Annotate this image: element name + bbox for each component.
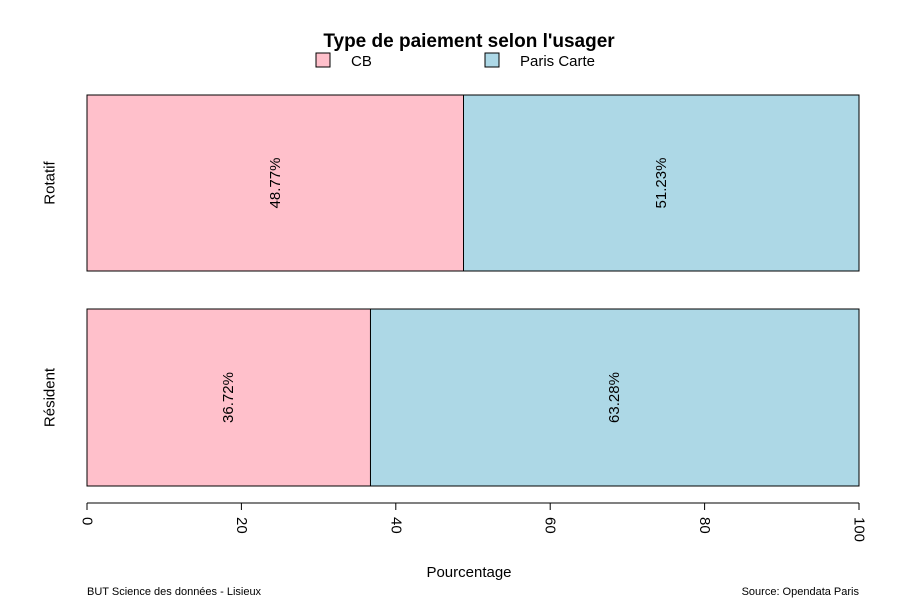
bar-rotatif-cb bbox=[86, 94, 465, 272]
x-tick-label-60: 60 bbox=[542, 517, 559, 534]
footer-right: Source: Opendata Paris bbox=[742, 586, 860, 598]
data-label-rotatif-cb: 48.77% bbox=[267, 158, 284, 209]
category-labels: Rotatif Résident bbox=[42, 160, 59, 427]
legend-swatch-cb bbox=[315, 52, 331, 68]
bars-group: 48.77% 51.23% 36.72% 63.28% bbox=[86, 94, 860, 487]
data-label-rotatif-paris-carte: 51.23% bbox=[653, 158, 670, 209]
bar-resident-cb bbox=[86, 308, 371, 487]
category-label-rotatif: Rotatif bbox=[42, 160, 59, 204]
x-tick-label-0: 0 bbox=[79, 517, 96, 525]
chart-title: Type de paiement selon l'usager bbox=[323, 31, 615, 52]
x-tick-label-80: 80 bbox=[696, 517, 713, 534]
data-label-resident-cb: 36.72% bbox=[220, 372, 237, 423]
legend-label-cb: CB bbox=[351, 53, 372, 70]
footer-left: BUT Science des données - Lisieux bbox=[87, 586, 262, 598]
legend: CB Paris Carte bbox=[315, 52, 595, 70]
category-label-resident: Résident bbox=[42, 367, 59, 427]
x-tick-label-20: 20 bbox=[233, 517, 250, 534]
bar-rotatif-paris-carte bbox=[463, 94, 860, 272]
bar-resident-paris-carte bbox=[369, 308, 860, 487]
x-axis: 0 20 40 60 80 100 bbox=[79, 502, 868, 542]
x-tick-label-100: 100 bbox=[851, 517, 868, 542]
x-axis-label: Pourcentage bbox=[426, 564, 511, 581]
x-tick-label-40: 40 bbox=[387, 517, 404, 534]
legend-label-paris-carte: Paris Carte bbox=[520, 53, 595, 70]
legend-swatch-paris-carte bbox=[484, 52, 500, 68]
data-label-resident-paris-carte: 63.28% bbox=[606, 372, 623, 423]
